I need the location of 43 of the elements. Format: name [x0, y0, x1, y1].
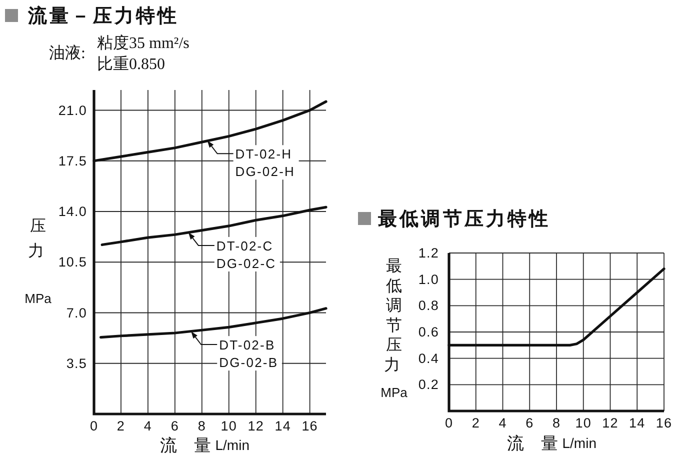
x-tick-label: 0 — [90, 418, 98, 434]
y-tick-label: 0.6 — [418, 324, 439, 340]
text: 粘度35 mm²/s — [97, 34, 190, 52]
x-tick-label: 16 — [656, 416, 672, 430]
x-tick-label: 12 — [248, 418, 264, 434]
y-tick-label: 14.0 — [58, 204, 87, 219]
x-tick-label: 6 — [526, 416, 534, 430]
x-tick-label: 4 — [498, 416, 507, 430]
chart-subtitle: 油液: — [49, 44, 86, 62]
x-tick-label: 12 — [602, 416, 618, 430]
annotation: DT-02-H DG-02-H — [235, 146, 297, 179]
y-tick-label: 7.0 — [66, 305, 87, 320]
chart-title: 最低调节压力特性 — [377, 208, 551, 230]
x-tick-label: 6 — [170, 418, 179, 434]
chart-title: 流量－压力特性 — [27, 5, 180, 27]
text: 压力 MPa — [24, 218, 52, 306]
y-tick-label: 1.0 — [418, 272, 439, 287]
x-tick-label: 0 — [444, 416, 454, 430]
x-tick-label: 10 — [575, 416, 592, 430]
x-tick-label: 14 — [629, 416, 646, 430]
y-tick-label: 0.2 — [418, 377, 439, 392]
line-series — [99, 307, 328, 339]
x-tick-label: 16 — [302, 418, 318, 434]
x-tick-label: 8 — [552, 416, 561, 430]
annotation: DT-02-C DG-02-C — [216, 238, 278, 270]
y-tick-label: 0.8 — [418, 298, 439, 314]
x-tick-label: 2 — [116, 418, 126, 434]
x-tick-label: 8 — [198, 418, 206, 434]
y-tick-label: 0.4 — [418, 350, 439, 366]
y-tick-label: 17.5 — [58, 153, 87, 168]
text: 比重0.850 — [97, 54, 165, 72]
annotation: DT-02-B DG-02-B — [219, 337, 280, 370]
x-tick-label: 10 — [220, 418, 237, 434]
x-tick-label: 4 — [144, 418, 152, 434]
y-tick-label: 10.5 — [58, 254, 87, 270]
y-axis-title: 最低调节压力 MPa — [380, 258, 408, 400]
y-tick-label: 3.5 — [66, 356, 87, 371]
y-tick-label: 21.0 — [58, 102, 87, 118]
x-tick-label: 2 — [472, 416, 480, 430]
x-axis-title: 流 量 L/min — [507, 434, 596, 452]
x-axis-title: 流 量 L/min — [160, 436, 250, 454]
x-tick-label: 14 — [274, 418, 291, 434]
y-tick-label: 1.2 — [418, 246, 439, 260]
